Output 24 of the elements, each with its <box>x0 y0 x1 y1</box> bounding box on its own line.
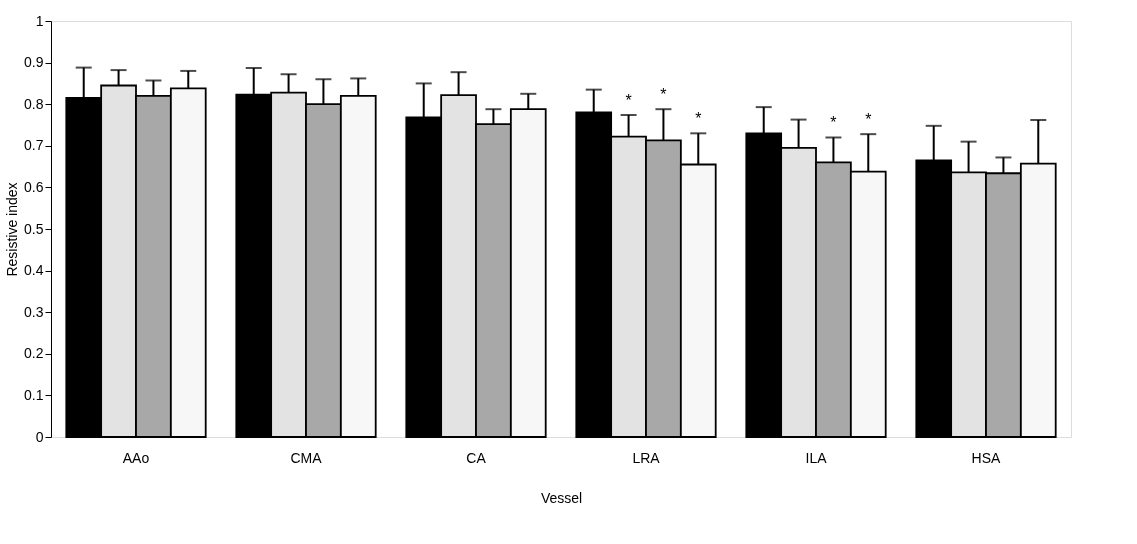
y-tick-label: 0.9 <box>24 54 44 71</box>
x-tick-label: ILA <box>805 449 828 466</box>
data-label: * <box>625 92 632 110</box>
x-tick-label: CMA <box>290 449 323 466</box>
y-tick-label: 0.8 <box>24 95 44 112</box>
x-tick-label: LRA <box>632 449 661 466</box>
y-tick-label: 1 <box>35 12 44 29</box>
y-axis-title: Resistive index <box>4 182 21 277</box>
data-label: * <box>695 110 702 128</box>
y-tick-label: 0.5 <box>24 220 44 237</box>
y-tick-label: 0.7 <box>24 137 44 154</box>
y-tick-label: 0 <box>35 428 44 445</box>
x-axis-title: Vessel <box>540 489 583 506</box>
y-tick-label: 0.1 <box>24 386 44 403</box>
data-label: * <box>830 114 837 132</box>
y-tick-label: 0.4 <box>24 262 44 279</box>
y-tick-label: 0.3 <box>24 303 44 320</box>
data-label: * <box>865 111 872 129</box>
x-tick-label: HSA <box>971 449 1002 466</box>
y-tick-label: 0.2 <box>24 345 44 362</box>
x-tick-label: AAo <box>122 449 150 466</box>
y-tick-label: 0.6 <box>24 178 44 195</box>
data-label: * <box>660 86 667 104</box>
x-tick-label: CA <box>466 449 487 466</box>
